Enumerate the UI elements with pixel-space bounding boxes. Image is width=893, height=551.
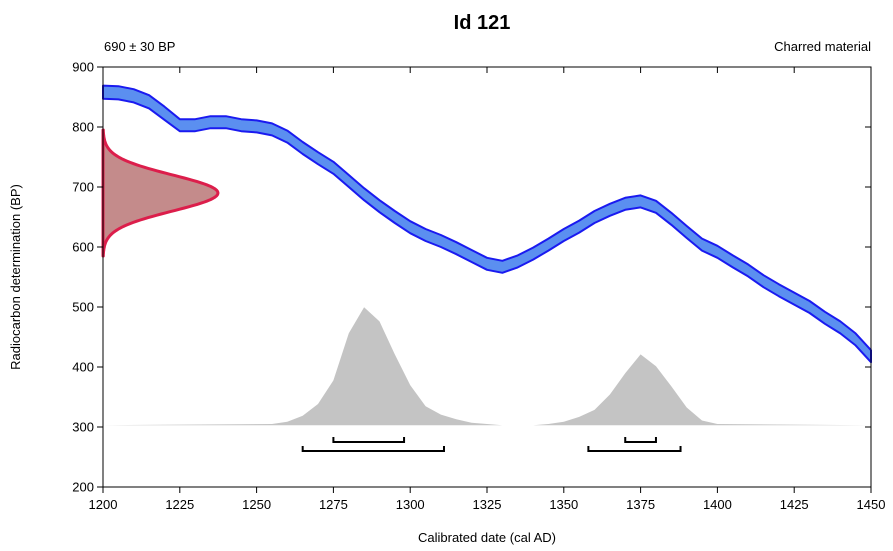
hpd-1sigma-range-1 <box>624 437 657 443</box>
x-tick-label: 1450 <box>857 497 886 512</box>
x-tick-label: 1200 <box>89 497 118 512</box>
y-axis: 200 300 400 500 600 700 800 900 <box>72 60 871 495</box>
x-tick-label: 1300 <box>396 497 425 512</box>
x-tick-label: 1350 <box>549 497 578 512</box>
posterior-area <box>103 307 871 426</box>
x-tick-label: 1325 <box>473 497 502 512</box>
x-tick-label: 1250 <box>242 497 271 512</box>
hpd-1sigma-range-0 <box>332 437 406 443</box>
x-tick-label: 1375 <box>626 497 655 512</box>
y-tick-label: 200 <box>72 480 94 495</box>
x-tick-label: 1225 <box>165 497 194 512</box>
y-tick-label: 400 <box>72 360 94 375</box>
y-axis-label: Radiocarbon determination (BP) <box>8 184 23 370</box>
y-tick-label: 600 <box>72 240 94 255</box>
x-tick-label: 1425 <box>780 497 809 512</box>
posterior-layer <box>103 307 871 426</box>
y-tick-label: 300 <box>72 420 94 435</box>
x-tick-label: 1275 <box>319 497 348 512</box>
x-tick-label: 1400 <box>703 497 732 512</box>
subtitle-left: 690 ± 30 BP <box>104 39 175 54</box>
x-axis-label: Calibrated date (cal AD) <box>418 530 556 545</box>
hpd-2sigma-range-1 <box>587 446 682 452</box>
y-tick-label: 900 <box>72 60 94 75</box>
chart-title: Id 121 <box>454 12 511 34</box>
radiocarbon-layer <box>101 128 220 258</box>
hpd-layer <box>301 437 682 452</box>
x-axis: 1200 1225 1250 1275 1300 1325 1350 1375 1400 1425… <box>89 67 886 512</box>
calibration-curve-band <box>102 84 872 364</box>
calibration-curve-layer <box>102 84 872 364</box>
radiocarbon-distribution <box>101 128 220 258</box>
y-tick-label: 800 <box>72 120 94 135</box>
subtitle-right: Charred material <box>774 39 871 54</box>
hpd-2sigma-range-0 <box>301 446 445 452</box>
y-tick-label: 700 <box>72 180 94 195</box>
y-tick-label: 500 <box>72 300 94 315</box>
